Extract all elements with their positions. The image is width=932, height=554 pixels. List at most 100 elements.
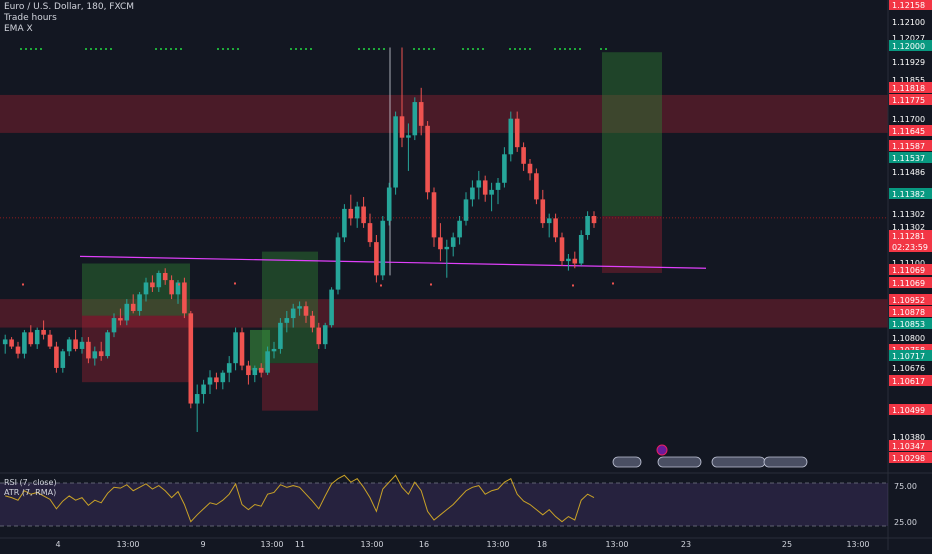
signal-marker — [234, 282, 236, 285]
price-label: 1.11069 — [892, 266, 925, 275]
price-label: 1.11281 — [892, 232, 925, 241]
candle-body — [495, 182, 501, 190]
trade-hours-dot — [428, 48, 430, 50]
trade-hours-dot — [413, 48, 415, 50]
price-label-box — [889, 221, 932, 232]
candle-body — [246, 365, 251, 376]
long-position-reward — [602, 52, 662, 217]
trade-hours-dot — [373, 48, 375, 50]
candle-body — [406, 135, 411, 138]
trade-hours-dot — [310, 48, 312, 50]
candle-body — [393, 116, 398, 188]
candle-body — [47, 334, 53, 347]
trade-hours-dot — [368, 48, 370, 50]
candle-body — [290, 308, 296, 319]
candle-body — [150, 282, 155, 288]
price-label: 1.11587 — [892, 142, 925, 151]
candle-body — [124, 303, 130, 321]
candle-body — [444, 246, 450, 250]
candle-body — [476, 180, 482, 188]
candle-body — [380, 220, 386, 276]
candle-body — [156, 272, 162, 288]
candle-body — [521, 147, 526, 164]
candle-body — [34, 329, 40, 345]
trade-hours-dot — [605, 48, 607, 50]
magenta-trend-line — [79, 255, 707, 269]
indicator-atr[interactable]: ATR (7, RMA) — [4, 488, 57, 497]
candle-body — [271, 348, 277, 352]
chart-legend: Euro / U.S. Dollar, 180, FXCM Trade hour… — [4, 2, 134, 35]
price-label: 1.11818 — [892, 84, 925, 93]
trade-hours-dot — [175, 48, 177, 50]
signal-marker — [430, 283, 432, 286]
candle-body — [540, 199, 546, 224]
trade-hours-dot — [514, 48, 516, 50]
price-label-box — [889, 166, 932, 177]
price-label: 1.11775 — [892, 96, 925, 105]
time-axis-label: 18 — [537, 540, 547, 549]
event-badge — [657, 456, 702, 468]
candle-body — [226, 363, 232, 373]
price-label-box — [889, 241, 932, 252]
candle-body — [514, 118, 520, 148]
price-label-box — [889, 264, 932, 275]
price-label: 1.12027 — [892, 34, 925, 43]
price-label: 1.10676 — [892, 364, 925, 373]
price-label: 1.11302 — [892, 210, 925, 219]
indicator-rsi[interactable]: RSI (7, close) — [4, 478, 57, 487]
trade-hours-dot — [217, 48, 219, 50]
candle-body — [322, 325, 328, 345]
time-axis-label: 16 — [419, 540, 429, 549]
price-label: 1.11069 — [892, 279, 925, 288]
event-badge — [763, 456, 808, 468]
candle-body — [386, 187, 392, 221]
price-label: 1.12158 — [892, 1, 925, 10]
economic-event-icon — [656, 444, 668, 456]
trade-hours-dot — [100, 48, 102, 50]
price-label-box — [889, 277, 932, 288]
indicator-trade-hours[interactable]: Trade hours — [4, 13, 57, 23]
candle-body — [86, 341, 91, 359]
lower-pane-legend: RSI (7, close) ATR (7, RMA) — [4, 478, 57, 498]
candle-body — [73, 339, 78, 349]
trade-hours-dot — [227, 48, 229, 50]
price-label-box — [889, 74, 932, 85]
rsi-band — [0, 483, 888, 526]
candle-body — [15, 346, 21, 354]
symbol-title[interactable]: Euro / U.S. Dollar, 180, FXCM — [4, 2, 135, 12]
price-label-box — [889, 230, 932, 241]
price-label: 1.10717 — [892, 352, 925, 361]
candle-body — [470, 187, 475, 200]
indicator-ema-x[interactable]: EMA X — [4, 24, 33, 34]
candle-body — [418, 102, 424, 126]
trade-hours-dot — [559, 48, 561, 50]
candle-body — [162, 272, 168, 281]
trade-hours-dot — [579, 48, 581, 50]
price-label-box — [889, 113, 932, 124]
supply-zone-band — [0, 94, 888, 133]
time-axis-label: 13:00 — [260, 540, 283, 549]
candle-body — [489, 189, 494, 195]
trade-hours-dot — [569, 48, 571, 50]
price-label: 1.11855 — [892, 76, 925, 85]
candle-body — [566, 258, 571, 262]
trade-hours-dot — [90, 48, 92, 50]
price-label-box — [889, 257, 932, 268]
time-axis-label: 25 — [782, 540, 792, 549]
price-label: 1.11645 — [892, 127, 925, 136]
candle-body — [28, 332, 34, 345]
candle-body — [220, 372, 226, 383]
trade-hours-dot — [467, 48, 469, 50]
price-label-box — [889, 140, 932, 151]
trade-hours-dot — [222, 48, 224, 50]
price-label: 1.11537 — [892, 154, 925, 163]
price-label-box — [889, 0, 932, 10]
candle-body — [463, 199, 469, 221]
candle-body — [105, 332, 110, 357]
candle-body — [367, 223, 373, 243]
time-axis-label: 9 — [200, 540, 205, 549]
candle-body — [207, 377, 213, 385]
candle-body — [310, 315, 315, 328]
price-label-box — [889, 350, 932, 361]
